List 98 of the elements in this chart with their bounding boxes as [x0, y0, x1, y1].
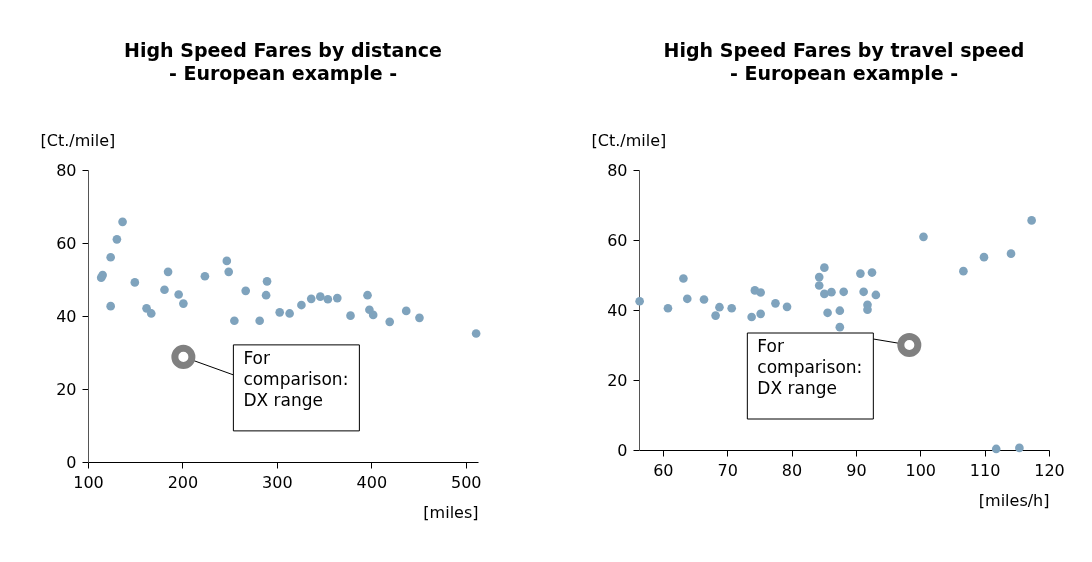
y-tick-label: 0: [617, 440, 628, 460]
point: [959, 266, 968, 276]
point: [635, 296, 644, 306]
point: [1027, 216, 1036, 225]
point: [835, 306, 845, 316]
x-tick-label: 60: [653, 460, 674, 480]
x-axis-title: [miles]: [423, 502, 479, 522]
point: [261, 290, 271, 300]
point: [867, 268, 877, 277]
y-tick-label: 80: [56, 160, 77, 180]
point: [747, 312, 756, 322]
point: [897, 333, 922, 357]
point: [230, 316, 239, 326]
point: [771, 299, 780, 308]
point: [241, 286, 251, 296]
y-axis-title: [Ct./mile]: [40, 130, 116, 150]
point: [130, 278, 140, 287]
point: [106, 252, 115, 262]
y-tick-label: 20: [607, 370, 628, 390]
point: [106, 301, 115, 311]
point: [679, 274, 688, 283]
y-axis-title: [Ct./mile]: [591, 130, 667, 150]
point: [663, 303, 673, 313]
point: [919, 232, 928, 242]
y-tick-label: 0: [66, 452, 77, 472]
point: [839, 287, 849, 297]
point: [112, 235, 122, 244]
chart-subtitle: - European example -: [168, 62, 398, 84]
point: [315, 292, 325, 301]
x-tick-label: 70: [717, 460, 738, 480]
point: [332, 293, 342, 303]
x-tick-label: 100: [73, 472, 104, 492]
point: [814, 281, 824, 290]
y-tick-label: 40: [607, 300, 628, 320]
point: [699, 295, 709, 304]
point: [174, 290, 183, 299]
point: [171, 344, 196, 369]
point: [222, 256, 232, 266]
point: [835, 322, 845, 332]
point: [856, 269, 865, 278]
point: [682, 294, 692, 304]
point: [262, 277, 272, 286]
y-tick-label: 80: [607, 160, 628, 180]
point: [814, 272, 824, 282]
point: [979, 252, 989, 262]
point: [823, 308, 832, 318]
y-tick-label: 40: [56, 306, 77, 326]
y-tick-label: 60: [56, 233, 77, 253]
point: [1006, 249, 1016, 258]
point: [363, 290, 372, 300]
point: [756, 309, 765, 319]
y-tick-label: 20: [56, 379, 77, 399]
y-tick-label: 60: [607, 230, 628, 250]
chart-subtitle: - European example -: [729, 62, 959, 84]
x-tick-label: 120: [1034, 460, 1065, 480]
point: [859, 287, 868, 297]
x-tick-label: 110: [969, 460, 1001, 480]
x-tick-label: 500: [450, 472, 482, 492]
point: [146, 309, 156, 318]
x-tick-label: 100: [905, 460, 937, 480]
x-tick-label: 400: [356, 472, 388, 492]
point: [255, 316, 265, 326]
point: [385, 317, 395, 327]
point: [401, 306, 411, 316]
x-axis-title: [miles/h]: [978, 490, 1050, 510]
point: [471, 329, 481, 338]
point: [727, 303, 737, 313]
point: [118, 217, 127, 227]
point: [297, 300, 306, 310]
x-tick-label: 200: [167, 472, 199, 492]
x-tick-label: 300: [262, 472, 293, 492]
point: [711, 311, 720, 320]
point: [275, 308, 285, 317]
point: [1015, 443, 1024, 453]
chart-title: High Speed Fares by travel speed: [663, 39, 1025, 61]
point: [715, 302, 724, 312]
point: [224, 267, 234, 277]
point: [323, 294, 333, 304]
point: [346, 311, 355, 320]
point: [820, 263, 829, 272]
point: [871, 290, 881, 300]
point: [160, 285, 169, 295]
point: [415, 313, 424, 323]
point: [163, 267, 173, 277]
x-tick-label: 90: [846, 460, 867, 480]
chart-title: High Speed Fares by distance: [124, 39, 442, 61]
point: [368, 310, 378, 320]
annotation: For comparison: DX range: [757, 336, 863, 398]
point: [756, 288, 765, 297]
point: [306, 294, 316, 304]
point: [827, 287, 836, 297]
point: [782, 302, 792, 312]
point: [179, 299, 188, 308]
annotation: For comparison: DX range: [243, 347, 349, 410]
x-tick-label: 80: [781, 460, 803, 480]
point: [285, 309, 294, 318]
point: [991, 444, 1001, 454]
point: [200, 271, 210, 281]
